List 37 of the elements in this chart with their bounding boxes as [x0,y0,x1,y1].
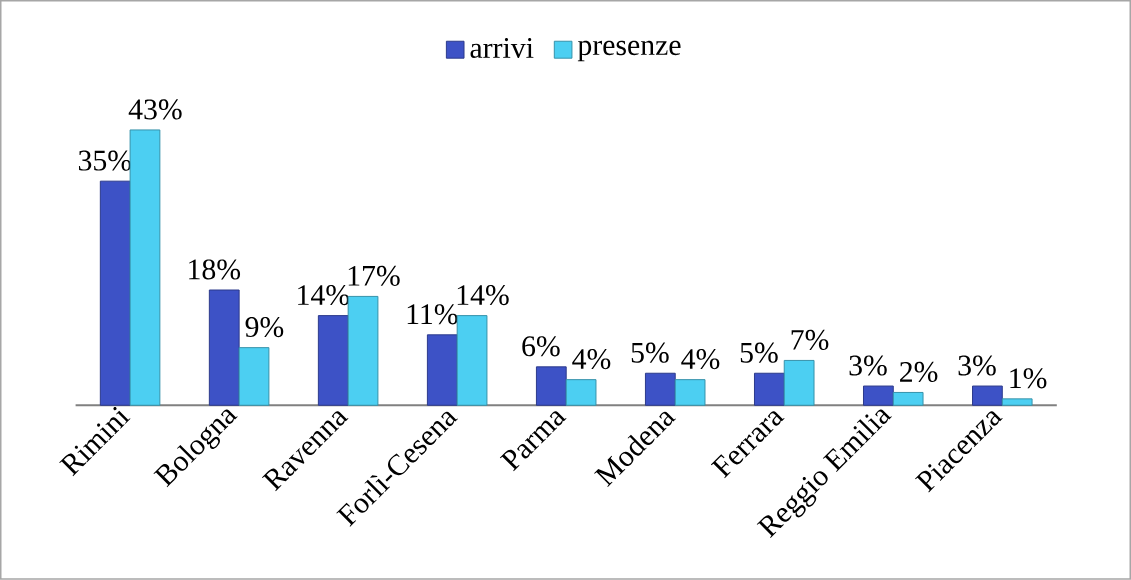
bar [674,379,706,406]
bar [565,379,597,406]
data-label: 14% [457,285,509,306]
data-label: 14% [298,285,350,306]
bar [644,372,676,406]
data-label: 9% [245,317,284,338]
legend-label: arrivi [470,38,534,59]
bar [1001,398,1033,406]
bar [863,385,894,406]
bar [892,392,924,406]
bar [208,289,240,406]
data-label: 2% [900,362,938,383]
bar [783,360,815,406]
bar [317,315,349,406]
data-label: 4% [572,349,611,370]
bar [238,347,270,406]
data-label: 5% [631,342,669,363]
bar [347,296,379,406]
bar [535,366,567,406]
data-label: 18% [189,259,241,280]
data-label: 1% [1010,368,1047,389]
bar [99,180,131,406]
bar [972,385,1003,406]
data-label: 5% [740,342,778,363]
data-label: 11% [407,304,458,325]
bar [129,129,161,406]
data-label: 4% [681,349,720,370]
data-label: 7% [791,329,829,351]
bar [456,315,488,406]
data-label: 3% [958,355,996,376]
legend-label: presenze [577,41,681,62]
data-label: 17% [348,265,400,287]
data-label: 3% [849,355,887,376]
bar [753,372,785,406]
bar [426,334,458,406]
data-label: 43% [128,99,182,120]
data-label: 6% [522,336,560,357]
